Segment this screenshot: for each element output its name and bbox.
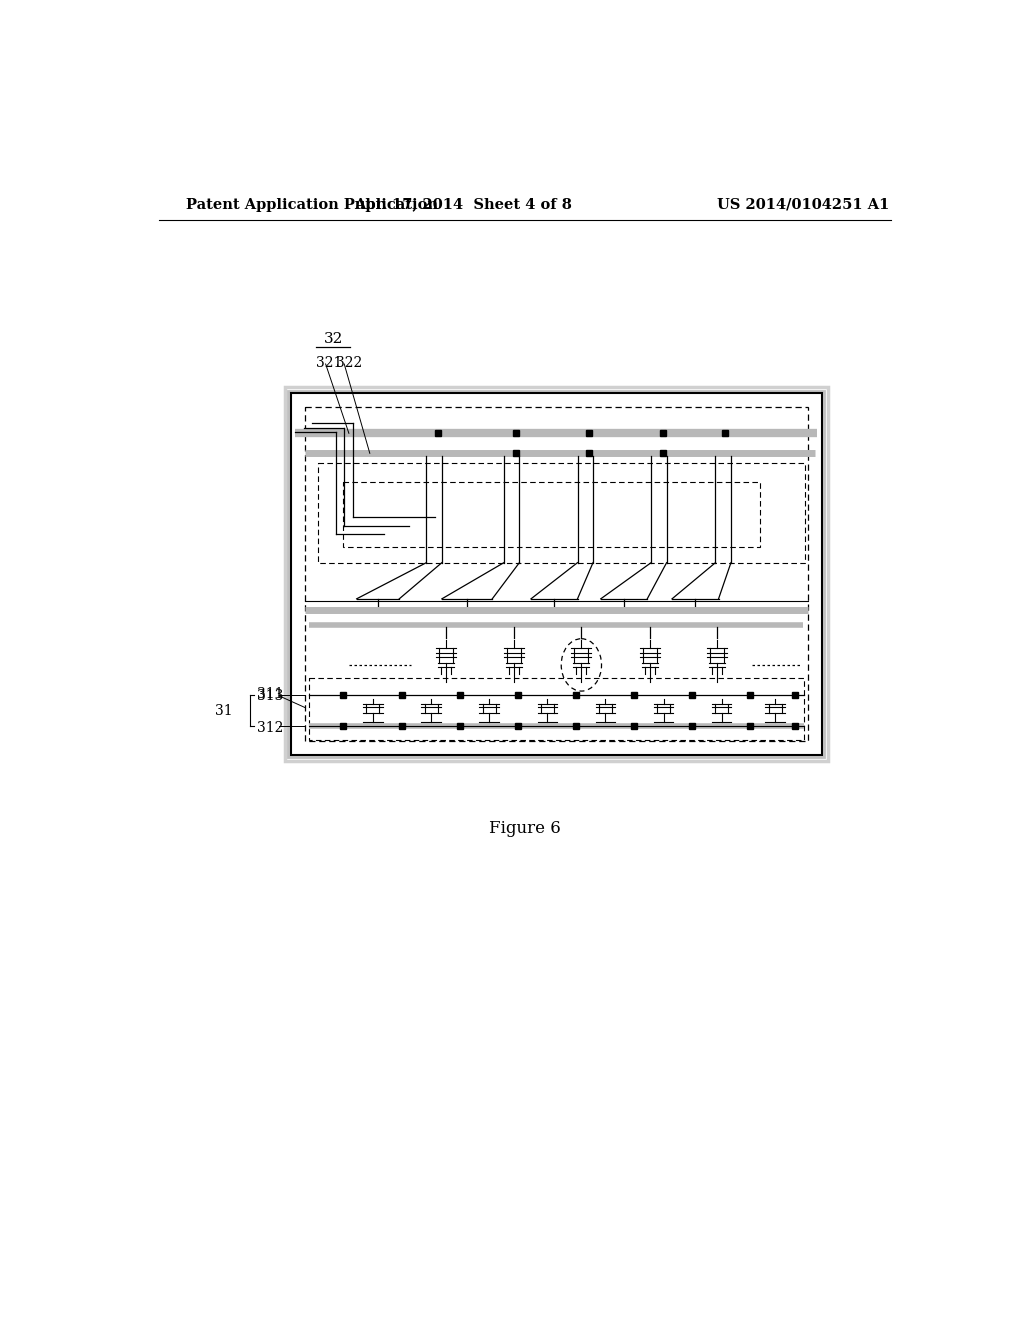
Text: 311: 311 — [257, 686, 284, 701]
Bar — [291, 393, 821, 755]
Bar — [285, 387, 827, 762]
Bar — [343, 482, 760, 548]
Text: 321: 321 — [316, 356, 343, 371]
Bar — [317, 462, 805, 562]
Bar — [305, 407, 808, 742]
Text: 313: 313 — [257, 689, 284, 702]
Text: US 2014/0104251 A1: US 2014/0104251 A1 — [717, 198, 890, 211]
Text: 31: 31 — [215, 704, 232, 718]
Text: Apr. 17, 2014  Sheet 4 of 8: Apr. 17, 2014 Sheet 4 of 8 — [354, 198, 571, 211]
Text: Figure 6: Figure 6 — [488, 820, 561, 837]
Bar — [289, 391, 824, 758]
Text: 322: 322 — [337, 356, 362, 371]
Bar — [308, 678, 804, 739]
Text: 32: 32 — [324, 331, 343, 346]
Text: Patent Application Publication: Patent Application Publication — [186, 198, 438, 211]
Text: 312: 312 — [257, 721, 284, 735]
